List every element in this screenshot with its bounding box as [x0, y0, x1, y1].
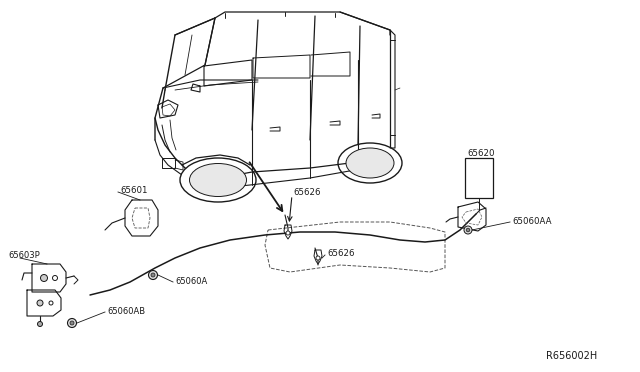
Text: 65060AA: 65060AA [512, 217, 552, 225]
Text: 65626: 65626 [327, 250, 355, 259]
Circle shape [52, 276, 58, 280]
Text: 65603P: 65603P [8, 251, 40, 260]
Circle shape [151, 273, 155, 277]
Text: 65060A: 65060A [175, 278, 207, 286]
Text: R656002H: R656002H [546, 351, 597, 361]
Text: 65601: 65601 [120, 186, 147, 195]
Circle shape [67, 318, 77, 327]
Text: 65620: 65620 [467, 148, 495, 157]
Ellipse shape [338, 143, 402, 183]
Circle shape [316, 256, 320, 260]
Circle shape [464, 226, 472, 234]
Circle shape [70, 321, 74, 325]
Ellipse shape [189, 164, 246, 196]
Circle shape [148, 270, 157, 279]
Circle shape [286, 231, 290, 235]
Ellipse shape [180, 158, 256, 202]
Circle shape [466, 228, 470, 232]
Circle shape [38, 321, 42, 327]
Text: 65060AB: 65060AB [107, 308, 145, 317]
Circle shape [40, 275, 47, 282]
Text: 65626: 65626 [293, 187, 321, 196]
Circle shape [37, 300, 43, 306]
Bar [465, 158, 493, 198]
Circle shape [49, 301, 53, 305]
Ellipse shape [346, 148, 394, 178]
